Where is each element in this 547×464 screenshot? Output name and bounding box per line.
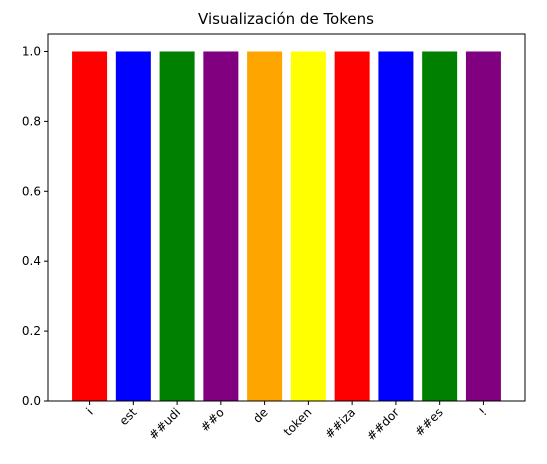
bar-5	[290, 51, 326, 401]
y-tick-label: 0.4	[22, 254, 41, 268]
x-tick-label: ##iza	[322, 405, 358, 441]
x-tick-label: ##udi	[146, 405, 183, 442]
y-tick-label: 0.0	[22, 394, 41, 408]
bar-7	[378, 51, 414, 401]
x-axis: i est ##udi ##o de token ##iza ##dor ##es!	[83, 401, 490, 443]
bars-group	[72, 51, 501, 401]
bar-0	[72, 51, 108, 401]
bar-9	[465, 51, 501, 401]
x-tick-label: de	[250, 405, 271, 426]
y-axis: 0.0 0.2 0.4 0.6 0.8 1.0	[22, 44, 48, 408]
bar-4	[247, 51, 283, 401]
plot-frame	[47, 33, 526, 402]
x-tick-label: i	[83, 405, 95, 417]
bar-2	[159, 51, 195, 401]
bar-6	[334, 51, 370, 401]
y-tick-label: 0.8	[22, 114, 41, 128]
x-tick-label: est	[117, 405, 140, 428]
y-tick-label: 1.0	[22, 44, 41, 58]
bar-8	[422, 51, 458, 401]
bar-3	[203, 51, 239, 401]
x-tick-label: !	[476, 405, 489, 418]
x-tick-label: ##es	[412, 405, 446, 439]
chart-title: Visualización de Tokens	[198, 10, 374, 28]
x-tick-label: ##o	[198, 405, 227, 434]
y-tick-label: 0.2	[22, 324, 41, 338]
bar-1	[115, 51, 151, 401]
x-tick-label: token	[281, 405, 315, 439]
x-tick-label: ##dor	[364, 405, 402, 443]
y-tick-label: 0.6	[22, 184, 41, 198]
